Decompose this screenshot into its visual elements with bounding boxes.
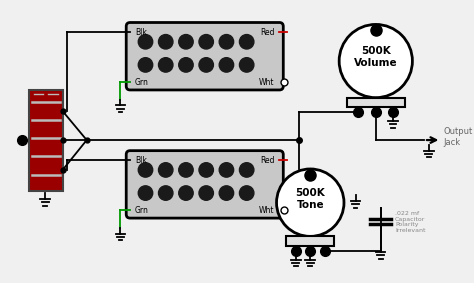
Circle shape	[199, 58, 213, 72]
Text: Output
Jack: Output Jack	[443, 127, 473, 147]
Circle shape	[199, 186, 213, 200]
Circle shape	[138, 35, 153, 49]
Circle shape	[219, 186, 234, 200]
Text: .022 mf
Capacitor
Polarity
Irrelevant: .022 mf Capacitor Polarity Irrelevant	[395, 211, 426, 233]
FancyBboxPatch shape	[126, 23, 283, 90]
Circle shape	[138, 58, 153, 72]
Circle shape	[179, 186, 193, 200]
Circle shape	[239, 163, 254, 177]
Circle shape	[239, 35, 254, 49]
Text: Blk: Blk	[135, 28, 147, 37]
Text: 500K
Volume: 500K Volume	[354, 46, 398, 68]
Circle shape	[199, 163, 213, 177]
FancyBboxPatch shape	[126, 151, 283, 218]
Bar	[29, 90, 63, 191]
Text: Grn: Grn	[135, 78, 149, 87]
Circle shape	[239, 186, 254, 200]
Bar	[347, 98, 405, 107]
Circle shape	[219, 58, 234, 72]
Circle shape	[158, 35, 173, 49]
Circle shape	[158, 58, 173, 72]
Text: Red: Red	[260, 28, 274, 37]
Circle shape	[179, 163, 193, 177]
Circle shape	[199, 35, 213, 49]
Circle shape	[179, 35, 193, 49]
Text: Grn: Grn	[135, 206, 149, 215]
Circle shape	[219, 35, 234, 49]
Text: Wht: Wht	[259, 206, 274, 215]
Circle shape	[138, 163, 153, 177]
Circle shape	[239, 58, 254, 72]
Circle shape	[158, 186, 173, 200]
Circle shape	[158, 163, 173, 177]
Text: Blk: Blk	[135, 156, 147, 165]
Text: Wht: Wht	[259, 78, 274, 87]
Circle shape	[276, 169, 344, 236]
Circle shape	[339, 24, 412, 98]
Circle shape	[179, 58, 193, 72]
Text: 500K
Tone: 500K Tone	[295, 188, 325, 210]
Text: Red: Red	[260, 156, 274, 165]
Bar	[286, 236, 334, 246]
Circle shape	[138, 186, 153, 200]
Circle shape	[219, 163, 234, 177]
